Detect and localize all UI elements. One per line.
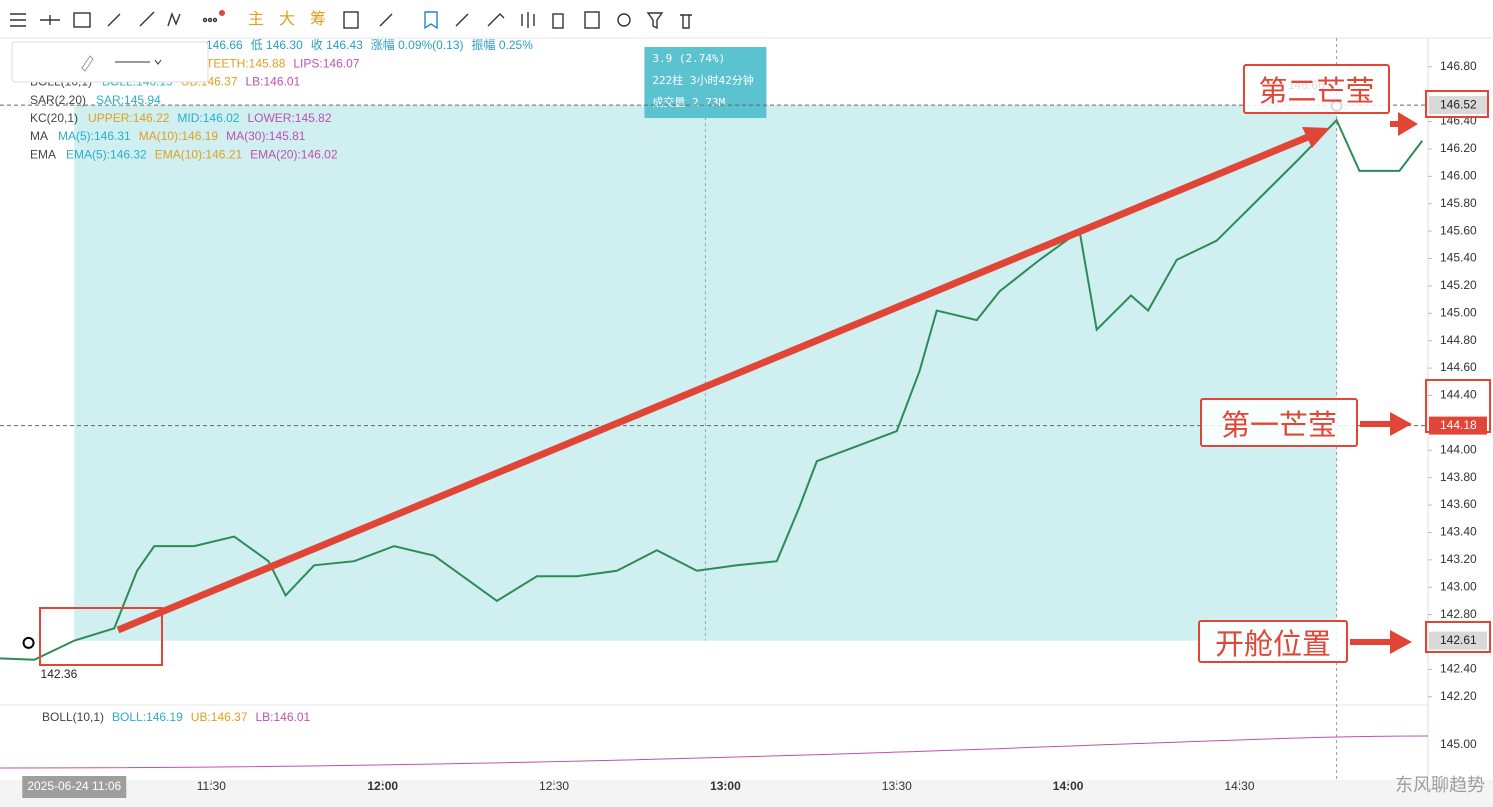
price-tag-label: 144.18 <box>1440 418 1477 432</box>
legend-item: TEETH:145.88 <box>206 56 286 70</box>
tag-outline <box>1425 621 1491 653</box>
legend-item: UPPER:146.22 <box>88 111 170 125</box>
toolbar <box>0 0 1493 38</box>
legend-item: 涨幅 0.09%(0.13) <box>371 37 464 52</box>
y-tick-label: 146.00 <box>1440 169 1477 183</box>
extreme-marker <box>22 636 35 649</box>
range-stat: 222柱 3小时42分钟 <box>652 73 753 87</box>
tag-outline <box>1425 90 1489 118</box>
volume-line <box>0 735 1429 769</box>
legend-item: LB:146.01 <box>246 75 301 89</box>
legend-item: 收 146.43 <box>311 38 363 52</box>
y-tick-label: 142.80 <box>1440 607 1477 621</box>
y-tick-label: 143.60 <box>1440 497 1477 511</box>
x-tick-label: 12:30 <box>539 779 569 793</box>
pen-icon <box>81 55 94 72</box>
toolbar-button[interactable]: 筹 <box>310 10 326 28</box>
legend-name: EMA <box>30 147 56 161</box>
legend-item: EMA(10):146.21 <box>155 147 243 161</box>
legend-item: 146.66 <box>206 38 243 52</box>
price-tag-label: 146.52 <box>1440 97 1477 111</box>
y-tick-label: 145.80 <box>1440 196 1477 210</box>
y-tick-label: 144.60 <box>1440 360 1477 374</box>
sub-axis-label: 145.00 <box>1440 737 1477 751</box>
time-axis-bg <box>0 780 1493 807</box>
y-tick-label: 145.40 <box>1440 251 1477 265</box>
toolbar-button[interactable]: 主 <box>248 10 264 28</box>
legend-item: EMA(5):146.32 <box>66 147 147 161</box>
y-tick-label: 144.40 <box>1440 388 1477 402</box>
sub-legend-item: LB:146.01 <box>256 710 311 724</box>
legend-item: LOWER:145.82 <box>247 111 331 125</box>
price-tag <box>1429 631 1487 650</box>
annotation: 第一芒莹 <box>1200 398 1358 447</box>
trend-arrow <box>116 128 1322 634</box>
x-start-label: 2025-06-24 11:06 <box>27 779 121 793</box>
toolbar-icons <box>10 11 692 30</box>
legend-item: MA(10):146.19 <box>139 129 219 143</box>
x-tick-label: 13:00 <box>710 779 741 793</box>
y-tick-label: 145.00 <box>1440 305 1477 319</box>
y-tick-label: 143.80 <box>1440 470 1477 484</box>
legend-item: MID:146.02 <box>177 111 239 125</box>
notify-dot <box>219 10 225 16</box>
y-tick-label: 146.40 <box>1440 114 1477 128</box>
range-stats-box <box>644 47 767 118</box>
legend-item: LIPS:146.07 <box>293 56 359 70</box>
y-tick-label: 144.80 <box>1440 333 1477 347</box>
legend-item: MA(30):145.81 <box>226 129 306 143</box>
legend-item: 振幅 0.25% <box>472 37 534 52</box>
x-tick-label: 11:30 <box>197 779 226 793</box>
floating-toolbar[interactable] <box>11 41 209 83</box>
legend-name: MA <box>30 129 48 143</box>
price-tag-label: 142.61 <box>1440 633 1477 647</box>
legend-name: KC(20,1) <box>30 111 78 125</box>
range-stat: 成交量 2.73M <box>652 95 725 109</box>
annotation: 开舱位置 <box>1198 620 1348 663</box>
sub-legend-item: UB:146.37 <box>191 710 248 724</box>
entry-box <box>39 607 163 666</box>
y-tick-label: 143.40 <box>1440 525 1477 539</box>
annotation: 第二芒莹 <box>1243 64 1390 114</box>
y-tick-label: 143.20 <box>1440 552 1477 566</box>
sub-legend-item: BOLL:146.19 <box>112 710 183 724</box>
y-tick-label: 144.00 <box>1440 442 1477 456</box>
watermark: 东风聊趋势 <box>1395 775 1485 795</box>
range-stat: 3.9 (2.74%) <box>652 52 725 65</box>
tag-outline <box>1425 379 1491 433</box>
y-tick-label: 146.20 <box>1440 141 1477 155</box>
y-tick-label: 142.20 <box>1440 689 1477 703</box>
legend-item: EMA(20):146.02 <box>250 147 338 161</box>
line-style <box>115 59 162 65</box>
side-arrows <box>1350 112 1418 654</box>
x-tick-label: 14:30 <box>1224 779 1254 793</box>
x-tick-label: 13:30 <box>882 779 912 793</box>
y-tick-label: 145.60 <box>1440 223 1477 237</box>
legend-name: SAR(2,20) <box>30 93 86 107</box>
trend-arrow-head <box>1302 127 1330 148</box>
y-tick-label: 146.80 <box>1440 59 1477 73</box>
y-tick-label: 145.20 <box>1440 278 1477 292</box>
x-start-bg <box>22 776 127 798</box>
legend-item: SAR:145.94 <box>96 93 161 107</box>
sub-legend-name: BOLL(10,1) <box>42 710 104 724</box>
x-tick-label: 14:00 <box>1053 779 1084 793</box>
extreme-label: 142.36 <box>41 667 78 681</box>
price-line-series <box>0 118 1424 661</box>
y-tick-label: 142.40 <box>1440 662 1477 676</box>
legend-item: 低 146.30 <box>251 38 303 52</box>
price-tag <box>1429 96 1487 115</box>
price-tag <box>1429 416 1487 435</box>
x-tick-label: 12:00 <box>367 779 398 793</box>
y-tick-label: 143.00 <box>1440 579 1477 593</box>
toolbar-button[interactable]: 大 <box>279 10 295 28</box>
legend-item: MA(5):146.31 <box>58 129 131 143</box>
